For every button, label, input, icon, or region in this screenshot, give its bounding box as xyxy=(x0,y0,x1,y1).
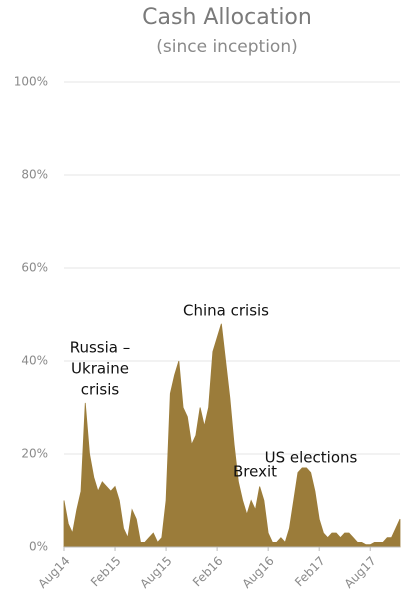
y-tick-label: 0% xyxy=(29,540,48,554)
y-tick-label: 20% xyxy=(21,447,48,461)
x-tick-label: Aug16 xyxy=(239,554,276,591)
annotation: Russia – xyxy=(70,339,131,357)
chart-subtitle: (since inception) xyxy=(156,37,298,57)
annotation: China crisis xyxy=(183,302,269,320)
annotation: US elections xyxy=(265,449,358,467)
annotation: Ukraine xyxy=(71,360,129,378)
x-tick-label: Feb16 xyxy=(190,554,226,590)
y-tick-label: 80% xyxy=(21,168,48,182)
x-tick-label: Aug14 xyxy=(35,554,72,591)
x-tick-label: Feb15 xyxy=(88,554,124,590)
y-tick-label: 60% xyxy=(21,261,48,275)
x-tick-label: Feb17 xyxy=(292,554,328,590)
y-tick-label: 40% xyxy=(21,354,48,368)
area xyxy=(63,323,401,548)
x-tick-label: Aug17 xyxy=(342,554,379,591)
annotation: Brexit xyxy=(233,463,277,481)
annotation: crisis xyxy=(81,381,120,399)
y-tick-label: 100% xyxy=(14,75,48,89)
chart-title: Cash Allocation xyxy=(142,5,312,30)
x-tick-label: Aug15 xyxy=(137,554,174,591)
